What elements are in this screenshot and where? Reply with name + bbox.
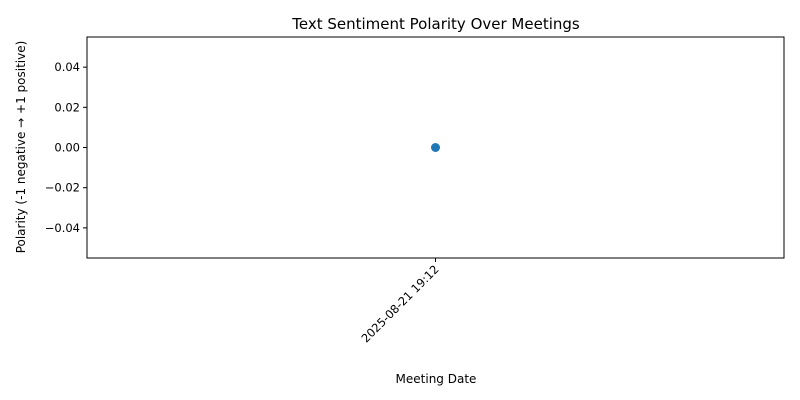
- y-tick-label: 0.02: [54, 100, 80, 114]
- y-axis: 0.04 0.02 0.00 −0.02 −0.04: [45, 60, 87, 235]
- x-axis-label: Meeting Date: [396, 372, 477, 386]
- data-point: [431, 143, 440, 152]
- data-series: [431, 143, 440, 152]
- y-tick-label: 0.04: [54, 60, 80, 74]
- y-tick-label: −0.04: [45, 221, 80, 235]
- x-axis: 2025-08-21 19:12: [358, 258, 442, 345]
- chart-title: Text Sentiment Polarity Over Meetings: [291, 15, 580, 33]
- y-tick-label: −0.02: [45, 181, 80, 195]
- y-axis-label: Polarity (-1 negative → +1 positive): [14, 41, 28, 254]
- y-tick-label: 0.00: [54, 141, 80, 155]
- x-tick-label: 2025-08-21 19:12: [358, 262, 441, 345]
